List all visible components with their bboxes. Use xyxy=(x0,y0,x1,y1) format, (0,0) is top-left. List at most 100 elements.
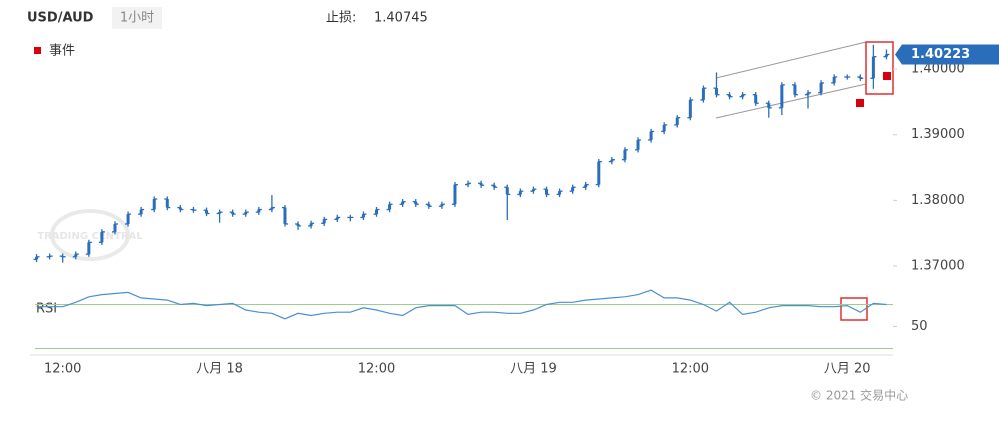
ohlc-bar xyxy=(33,254,40,263)
bar-body xyxy=(152,199,156,210)
ohlc-bar xyxy=(883,49,890,60)
ohlc-bar xyxy=(778,82,785,116)
ohlc-bar xyxy=(412,199,419,207)
bar-body xyxy=(544,189,548,195)
highlight-box xyxy=(840,297,868,321)
price-tag-label: 1.40223 xyxy=(911,47,970,62)
bar-body xyxy=(558,191,562,195)
bar-body xyxy=(806,92,810,95)
ohlc-bar xyxy=(713,72,720,98)
ohlc-bar xyxy=(242,209,249,217)
copyright: © 2021 交易中心 xyxy=(810,388,908,403)
y-tick-label: 1.39000 xyxy=(911,127,965,142)
bar-body xyxy=(113,223,117,232)
legend-swatch xyxy=(34,47,41,54)
x-tick-label: 12:00 xyxy=(358,362,395,377)
bar-body xyxy=(767,103,771,108)
bar-body xyxy=(531,189,535,192)
ohlc-bar xyxy=(844,74,851,80)
ohlc-bar xyxy=(517,188,524,198)
bar-body xyxy=(492,185,496,188)
ohlc-bar xyxy=(478,180,485,188)
bar-body xyxy=(126,214,130,224)
ohlc-bar xyxy=(111,221,118,235)
ohlc-bar xyxy=(308,220,315,229)
ohlc-bar xyxy=(138,206,145,217)
bar-body xyxy=(427,204,431,207)
ohlc-bar xyxy=(268,195,275,213)
x-tick-label: 八月 18 xyxy=(196,362,243,377)
ohlc-bar xyxy=(321,216,328,226)
ohlc-bar xyxy=(98,229,105,245)
ohlc-bar xyxy=(831,74,838,86)
ohlc-bar xyxy=(530,186,537,194)
bar-body xyxy=(48,256,52,258)
bar-body xyxy=(701,88,705,100)
ohlc-bar xyxy=(543,186,550,198)
ohlc-bar xyxy=(791,82,798,98)
bar-body xyxy=(244,212,248,215)
event-marker[interactable] xyxy=(883,72,891,80)
timeframe[interactable]: 1小时 xyxy=(120,11,154,26)
bar-body xyxy=(257,209,261,213)
bar-body xyxy=(793,84,797,95)
rsi-tick-label: 50 xyxy=(911,319,928,334)
bar-body xyxy=(819,82,823,93)
bar-body xyxy=(662,124,666,132)
bar-body xyxy=(218,212,222,214)
bar-body xyxy=(178,207,182,210)
bar-body xyxy=(754,94,758,104)
bar-body xyxy=(388,204,392,210)
ohlc-bar xyxy=(582,181,589,190)
ohlc-bar xyxy=(438,201,445,209)
bar-body xyxy=(139,209,143,215)
stop-loss-label: 止损: xyxy=(326,11,356,26)
event-marker[interactable] xyxy=(856,99,864,107)
ohlc-bar xyxy=(595,159,602,188)
channel-upper xyxy=(715,41,867,79)
ohlc-bar xyxy=(177,204,184,213)
watermark: TRADING CENTRAL xyxy=(37,231,143,242)
bar-body xyxy=(479,183,483,186)
bar-body xyxy=(714,88,718,95)
ohlc-bar xyxy=(504,184,511,221)
bar-body xyxy=(401,201,405,205)
ohlc-bar xyxy=(857,74,864,81)
bar-body xyxy=(61,256,65,258)
legend-label: 事件 xyxy=(49,44,75,59)
timeframe-box[interactable] xyxy=(112,7,162,29)
ohlc-bar xyxy=(726,92,733,100)
x-tick-label: 12:00 xyxy=(672,362,709,377)
ohlc-bar xyxy=(46,253,53,260)
bar-body xyxy=(361,214,365,218)
ohlc-bar xyxy=(373,206,380,217)
ohlc-bar xyxy=(648,128,655,143)
bar-body xyxy=(35,256,39,260)
highlight-box xyxy=(865,41,894,95)
bar-body xyxy=(414,201,418,205)
ohlc-bar xyxy=(203,207,210,217)
bar-body xyxy=(505,187,509,195)
ohlc-bar xyxy=(818,80,825,96)
ohlc-bar xyxy=(125,211,132,227)
ohlc-bar xyxy=(399,199,406,207)
bar-body xyxy=(100,231,104,243)
bar-body xyxy=(884,54,888,57)
ohlc-bar xyxy=(621,147,628,163)
stop-loss-value: 1.40745 xyxy=(374,11,428,26)
x-tick-label: 八月 20 xyxy=(824,362,871,377)
bar-body xyxy=(231,212,235,215)
bar-body xyxy=(688,99,692,118)
ohlc-bar xyxy=(608,157,615,165)
bar-body xyxy=(375,209,379,215)
ohlc-bar xyxy=(255,206,262,215)
ohlc-bar xyxy=(739,92,746,100)
y-tick-label: 1.37000 xyxy=(911,258,965,273)
ohlc-bar xyxy=(765,100,772,118)
x-tick-label: 八月 19 xyxy=(510,362,557,377)
ohlc-bar xyxy=(569,184,576,194)
ohlc-bar xyxy=(190,206,197,213)
ohlc-bar xyxy=(360,211,367,221)
bar-body xyxy=(322,219,326,224)
